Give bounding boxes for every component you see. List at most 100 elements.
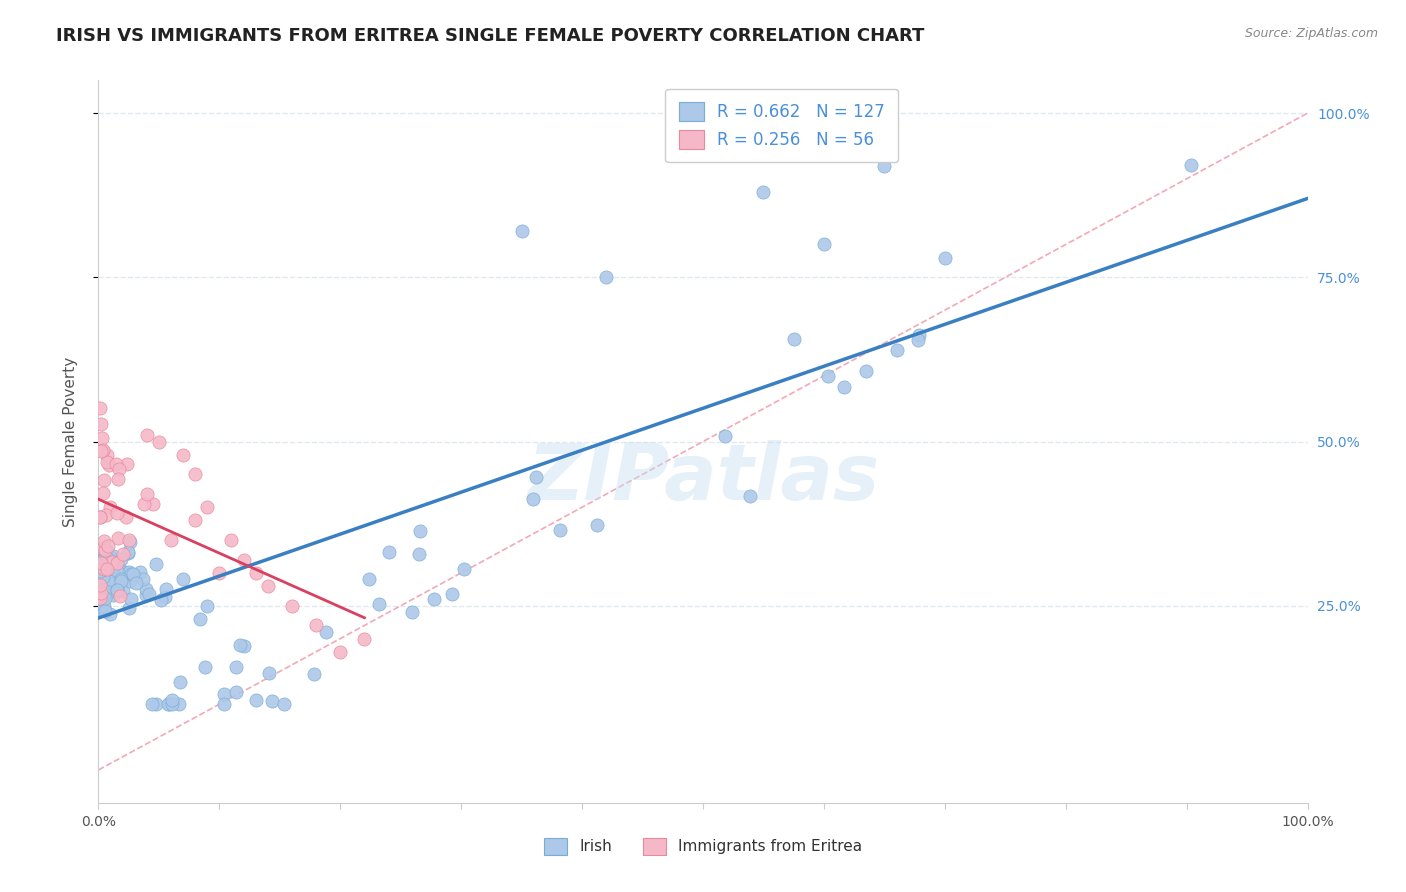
Point <box>89 577 111 591</box>
Point <box>221 533 243 547</box>
Point <box>453 562 475 576</box>
Point <box>90 444 112 458</box>
Point <box>225 684 247 698</box>
Point <box>738 489 761 503</box>
Point <box>813 237 835 252</box>
Point <box>586 518 609 533</box>
Point <box>378 545 401 559</box>
Point <box>114 565 136 579</box>
Point <box>91 570 114 584</box>
Point <box>98 500 121 515</box>
Point <box>245 693 267 707</box>
Point <box>97 539 120 553</box>
Point <box>101 564 124 578</box>
Point <box>184 467 207 482</box>
Point <box>89 591 111 606</box>
Point <box>100 566 122 581</box>
Point <box>440 587 463 601</box>
Point <box>91 443 114 458</box>
Point <box>172 572 194 586</box>
Point <box>510 224 533 238</box>
Point <box>752 185 775 199</box>
Point <box>233 639 256 653</box>
Point <box>117 457 139 471</box>
Point <box>91 583 114 598</box>
Point <box>97 575 120 590</box>
Point <box>110 572 132 586</box>
Point <box>195 599 218 613</box>
Point <box>91 431 114 445</box>
Point <box>315 625 337 640</box>
Point <box>408 547 430 561</box>
Point <box>817 369 839 384</box>
Point <box>89 509 111 524</box>
Point <box>89 401 111 416</box>
Point <box>91 573 114 587</box>
Point <box>96 448 118 462</box>
Point <box>91 551 114 566</box>
Point <box>101 553 124 567</box>
Point <box>194 659 217 673</box>
Point <box>89 602 111 616</box>
Point <box>524 470 547 484</box>
Point <box>90 568 112 582</box>
Point <box>105 506 128 520</box>
Point <box>96 562 118 576</box>
Point <box>118 565 141 579</box>
Point <box>157 698 180 712</box>
Point <box>256 579 278 593</box>
Point <box>229 638 252 652</box>
Point <box>522 492 544 507</box>
Point <box>105 556 128 570</box>
Point <box>105 582 128 597</box>
Point <box>89 588 111 602</box>
Point <box>783 332 806 346</box>
Point <box>111 547 134 561</box>
Point <box>129 566 152 580</box>
Point <box>90 589 112 603</box>
Point <box>595 270 617 285</box>
Point <box>94 508 117 522</box>
Legend: Irish, Immigrants from Eritrea: Irish, Immigrants from Eritrea <box>531 825 875 867</box>
Point <box>245 566 267 580</box>
Point <box>110 574 132 588</box>
Point <box>125 575 148 590</box>
Point <box>91 553 114 567</box>
Point <box>93 562 115 576</box>
Point <box>117 545 139 559</box>
Point <box>401 605 423 619</box>
Point <box>98 607 121 621</box>
Point <box>260 694 283 708</box>
Point <box>873 159 896 173</box>
Point <box>107 531 129 545</box>
Point <box>142 497 165 511</box>
Point <box>110 552 132 566</box>
Point <box>907 333 929 347</box>
Point <box>145 557 167 571</box>
Point <box>367 598 389 612</box>
Point <box>100 582 122 596</box>
Point <box>329 645 352 659</box>
Point <box>135 428 157 442</box>
Point <box>145 698 167 712</box>
Point <box>423 591 446 606</box>
Point <box>120 574 142 588</box>
Point <box>115 510 138 524</box>
Point <box>155 582 177 596</box>
Point <box>153 590 176 604</box>
Point <box>305 618 328 632</box>
Point <box>101 584 124 599</box>
Point <box>93 599 115 613</box>
Point <box>908 328 931 343</box>
Point <box>225 660 247 674</box>
Point <box>118 601 141 615</box>
Point <box>89 564 111 578</box>
Point <box>93 604 115 618</box>
Point <box>94 561 117 575</box>
Point <box>97 585 120 599</box>
Point <box>91 443 114 458</box>
Point <box>148 434 170 449</box>
Point <box>117 533 139 548</box>
Point <box>409 524 432 538</box>
Point <box>101 549 124 563</box>
